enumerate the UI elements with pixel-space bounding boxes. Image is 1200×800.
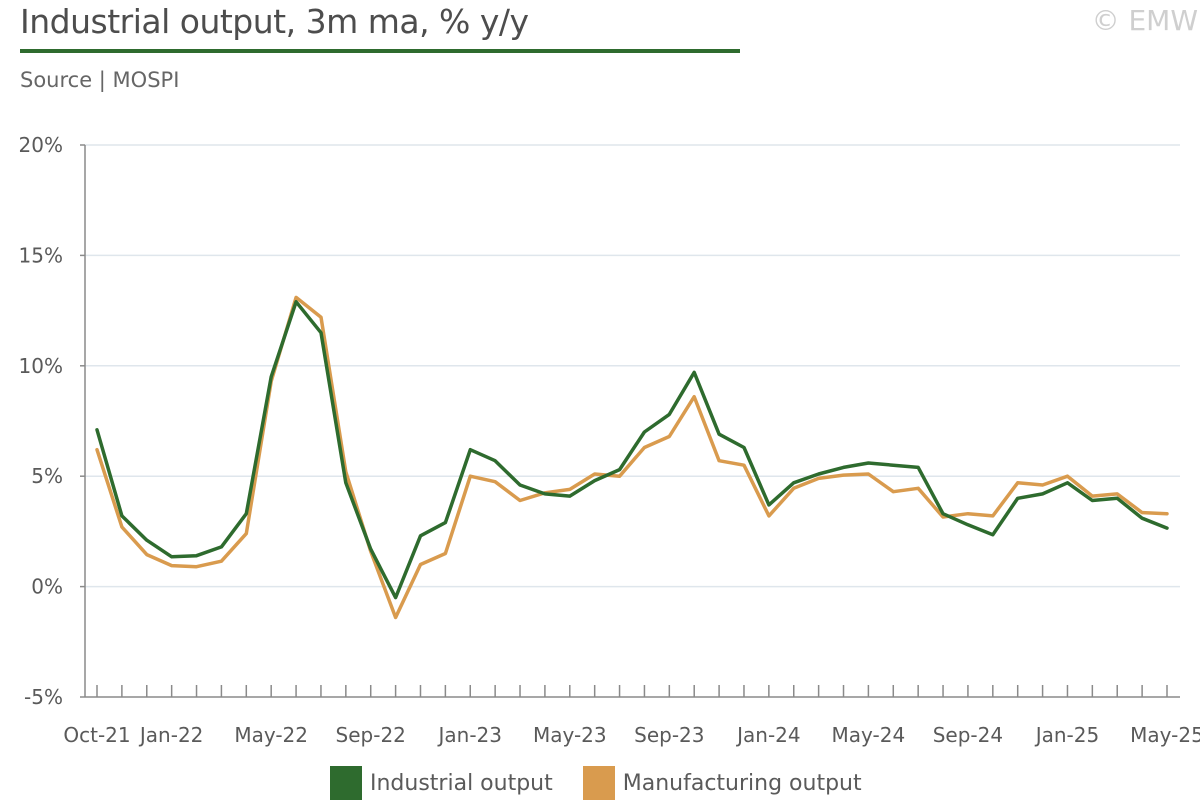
x-tick-label-3: Sep-22 — [336, 723, 406, 747]
x-tick-label-6: Sep-23 — [634, 723, 704, 747]
legend-swatch-industrial — [330, 766, 362, 800]
legend-item-manufacturing: Manufacturing output — [582, 766, 862, 800]
source-note: Source | MOSPI — [20, 68, 180, 92]
x-tick-label-10: Jan-25 — [1034, 723, 1100, 747]
x-tick-label-11: May-25 — [1130, 723, 1200, 747]
chart-legend: Industrial output Manufacturing output — [330, 766, 892, 800]
legend-label-manufacturing: Manufacturing output — [622, 770, 862, 796]
y-tick-label-1: 0% — [31, 575, 63, 599]
y-tick-label-2: 5% — [31, 464, 63, 488]
legend-swatch-manufacturing — [582, 766, 615, 800]
x-tick-label-5: May-23 — [533, 723, 607, 747]
x-tick-label-2: May-22 — [234, 723, 308, 747]
x-tick-label-9: Sep-24 — [933, 723, 1003, 747]
y-tick-label-5: 20% — [19, 133, 63, 157]
x-tick-label-0: Oct-21 — [63, 723, 130, 747]
x-tick-label-1: Jan-22 — [138, 723, 204, 747]
y-tick-label-4: 15% — [19, 243, 63, 267]
legend-item-industrial: Industrial output — [330, 766, 553, 800]
chart-title: Industrial output, 3m ma, % y/y — [20, 2, 529, 41]
x-tick-label-4: Jan-23 — [437, 723, 503, 747]
y-tick-label-3: 10% — [19, 354, 63, 378]
legend-label-industrial: Industrial output — [370, 770, 553, 796]
x-tick-label-8: May-24 — [832, 723, 906, 747]
title-underline — [20, 49, 740, 53]
x-tick-label-7: Jan-24 — [735, 723, 801, 747]
copyright-mark: © EMW — [1091, 4, 1198, 37]
series-line-industrial — [95, 300, 1169, 600]
y-tick-label-0: -5% — [24, 685, 63, 709]
